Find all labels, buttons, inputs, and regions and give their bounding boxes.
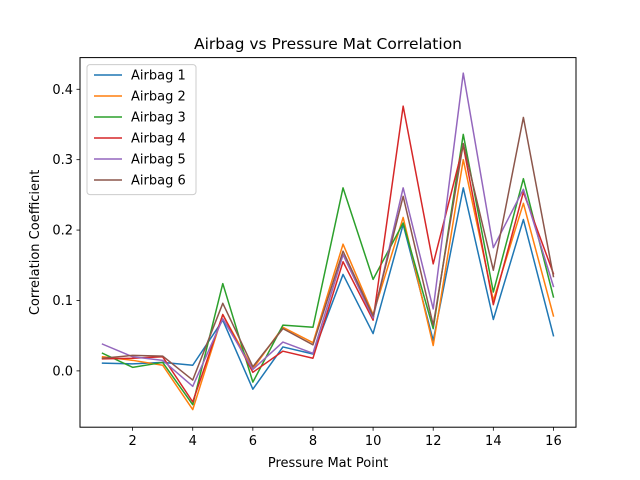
series-line-3 (101, 133, 555, 406)
x-tick-label: 6 (249, 434, 257, 449)
y-tick-label: 0.2 (52, 224, 73, 239)
legend-label-3: Airbag 3 (131, 111, 186, 126)
x-axis-ticks: 2 4 6 8 10 12 14 16 (128, 427, 562, 449)
plot-lines (101, 72, 555, 411)
y-axis-ticks: 0.0 0.1 0.2 0.3 0.4 (52, 83, 80, 379)
series-line-2 (101, 158, 555, 411)
x-axis-label: Pressure Mat Point (268, 456, 388, 471)
plot-frame (79, 57, 577, 428)
x-tick-label: 4 (189, 434, 197, 449)
legend-label-5: Airbag 5 (131, 153, 186, 168)
x-tick-label: 16 (545, 434, 562, 449)
y-tick-label: 0.1 (52, 294, 73, 309)
legend-box (86, 64, 197, 196)
x-tick-label: 10 (365, 434, 382, 449)
y-tick-label: 0.3 (52, 153, 73, 168)
legend-entries: Airbag 1 Airbag 2 Airbag 3 Airbag 4 Airbag 5… (94, 69, 186, 189)
legend-label-2: Airbag 2 (131, 90, 186, 105)
legend: Airbag 1 Airbag 2 Airbag 3 Airbag 4 Airbag 5… (86, 64, 197, 196)
y-axis-label: Correlation Coefficient (28, 170, 43, 316)
legend-label-1: Airbag 1 (131, 69, 186, 84)
y-tick-label: 0.4 (52, 83, 73, 98)
legend-label-4: Airbag 4 (131, 132, 186, 147)
series-line-1 (101, 187, 555, 390)
chart-title: Airbag vs Pressure Mat Correlation (194, 35, 462, 53)
y-tick-label: 0.0 (52, 364, 73, 379)
x-tick-label: 8 (309, 434, 317, 449)
x-tick-label: 14 (485, 434, 502, 449)
series-line-5 (101, 72, 555, 388)
x-tick-label: 2 (128, 434, 136, 449)
series-line-6 (101, 116, 555, 381)
x-tick-label: 12 (425, 434, 442, 449)
series-line-4 (101, 105, 555, 403)
legend-label-6: Airbag 6 (131, 174, 186, 189)
